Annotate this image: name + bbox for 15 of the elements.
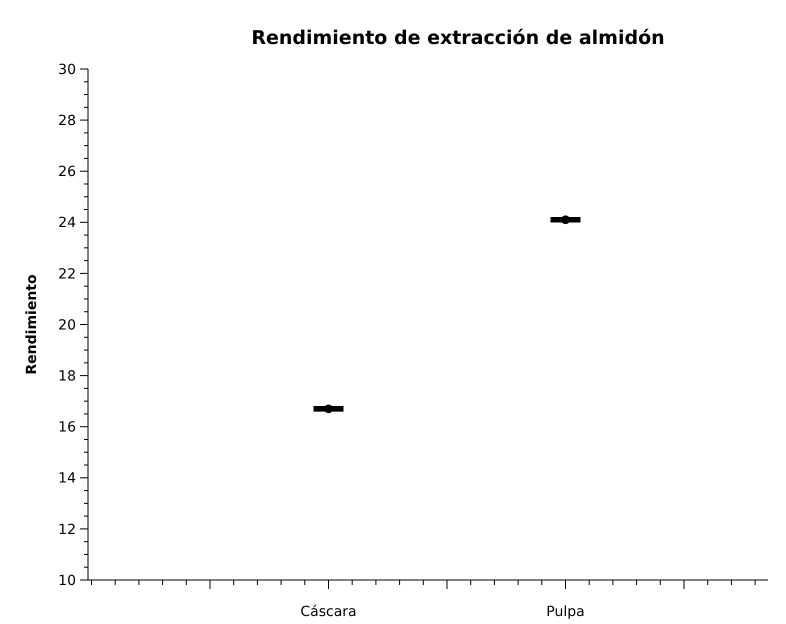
y-tick-label: 10 <box>58 572 76 589</box>
y-tick-label: 22 <box>58 266 76 282</box>
y-tick-label: 16 <box>58 420 76 436</box>
y-tick-label: 20 <box>58 317 76 334</box>
y-tick-label: 14 <box>58 470 76 487</box>
y-tick-label: 28 <box>58 113 76 129</box>
y-tick-label: 26 <box>58 164 76 180</box>
y-tick-label: 12 <box>58 522 76 538</box>
x-tick-label: Cáscara <box>300 604 357 620</box>
y-tick-label: 24 <box>58 215 76 232</box>
y-tick-label: 18 <box>58 368 76 384</box>
y-tick-label: 30 <box>58 62 76 78</box>
y-axis-title: Rendimiento <box>24 274 40 375</box>
x-tick-label: Pulpa <box>546 604 585 620</box>
chart-title: Rendimiento de extracción de almidón <box>251 27 665 49</box>
